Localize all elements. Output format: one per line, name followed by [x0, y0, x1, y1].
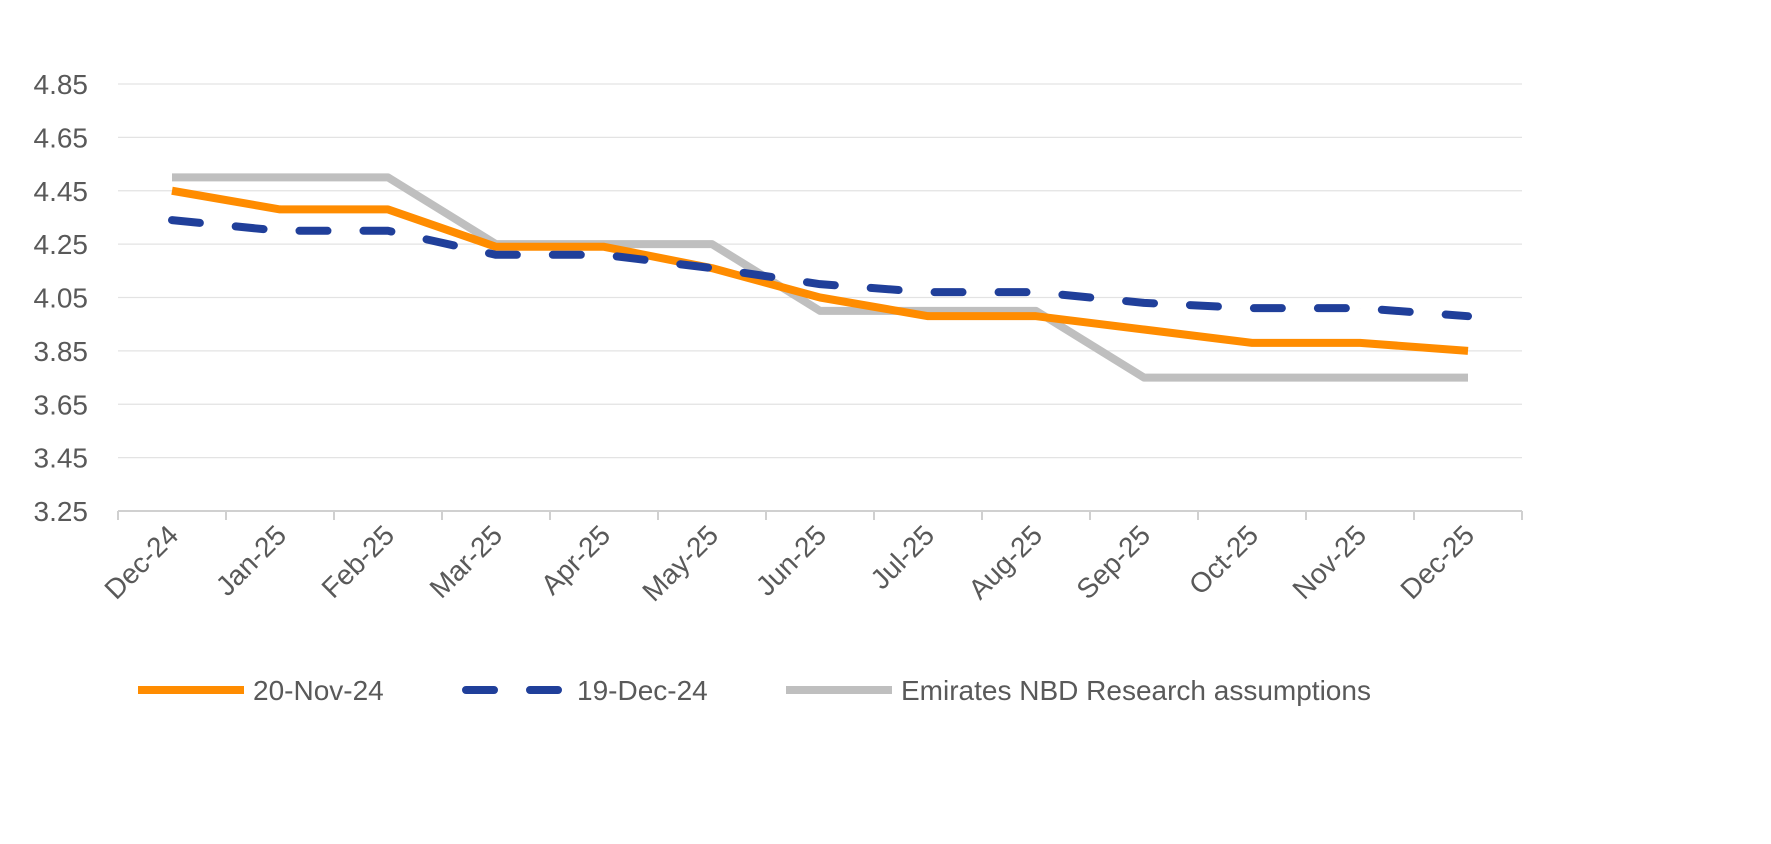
- legend-label-2: Emirates NBD Research assumptions: [901, 675, 1371, 706]
- x-tick-label: Jan-25: [210, 519, 292, 601]
- x-tick-label: Jul-25: [864, 519, 940, 595]
- series-line-0: [172, 191, 1468, 351]
- x-tick-label: Aug-25: [962, 519, 1048, 605]
- series-lines: [172, 177, 1468, 377]
- x-tick-label: Nov-25: [1286, 519, 1372, 605]
- legend-label-0: 20-Nov-24: [253, 675, 384, 706]
- x-tick-label: Apr-25: [535, 519, 616, 600]
- y-tick-label: 4.85: [34, 69, 89, 100]
- x-tick-label: Sep-25: [1070, 519, 1156, 605]
- x-tick-label: Dec-24: [98, 519, 184, 605]
- y-tick-label: 4.05: [34, 283, 89, 314]
- gridlines: [118, 84, 1522, 458]
- x-tick-label: Oct-25: [1183, 519, 1264, 600]
- x-tick-label: May-25: [636, 519, 724, 607]
- y-tick-label: 4.45: [34, 176, 89, 207]
- x-tick-label: Mar-25: [424, 519, 509, 604]
- x-tick-label: Jun-25: [750, 519, 832, 601]
- legend: 20-Nov-24 19-Dec-24 Emirates NBD Research …: [138, 675, 1371, 706]
- y-tick-label: 4.25: [34, 229, 89, 260]
- x-tick-label: Feb-25: [316, 519, 401, 604]
- y-tick-label: 3.65: [34, 389, 89, 420]
- y-tick-label: 3.85: [34, 336, 89, 367]
- y-tick-label: 4.65: [34, 122, 89, 153]
- y-tick-label: 3.45: [34, 443, 89, 474]
- y-axis: 3.25 3.45 3.65 3.85 4.05 4.25 4.45 4.65 4.85: [34, 69, 89, 527]
- legend-label-1: 19-Dec-24: [577, 675, 708, 706]
- series-line-1: [172, 220, 1468, 316]
- y-tick-label: 3.25: [34, 496, 89, 527]
- x-tick-label: Dec-25: [1394, 519, 1480, 605]
